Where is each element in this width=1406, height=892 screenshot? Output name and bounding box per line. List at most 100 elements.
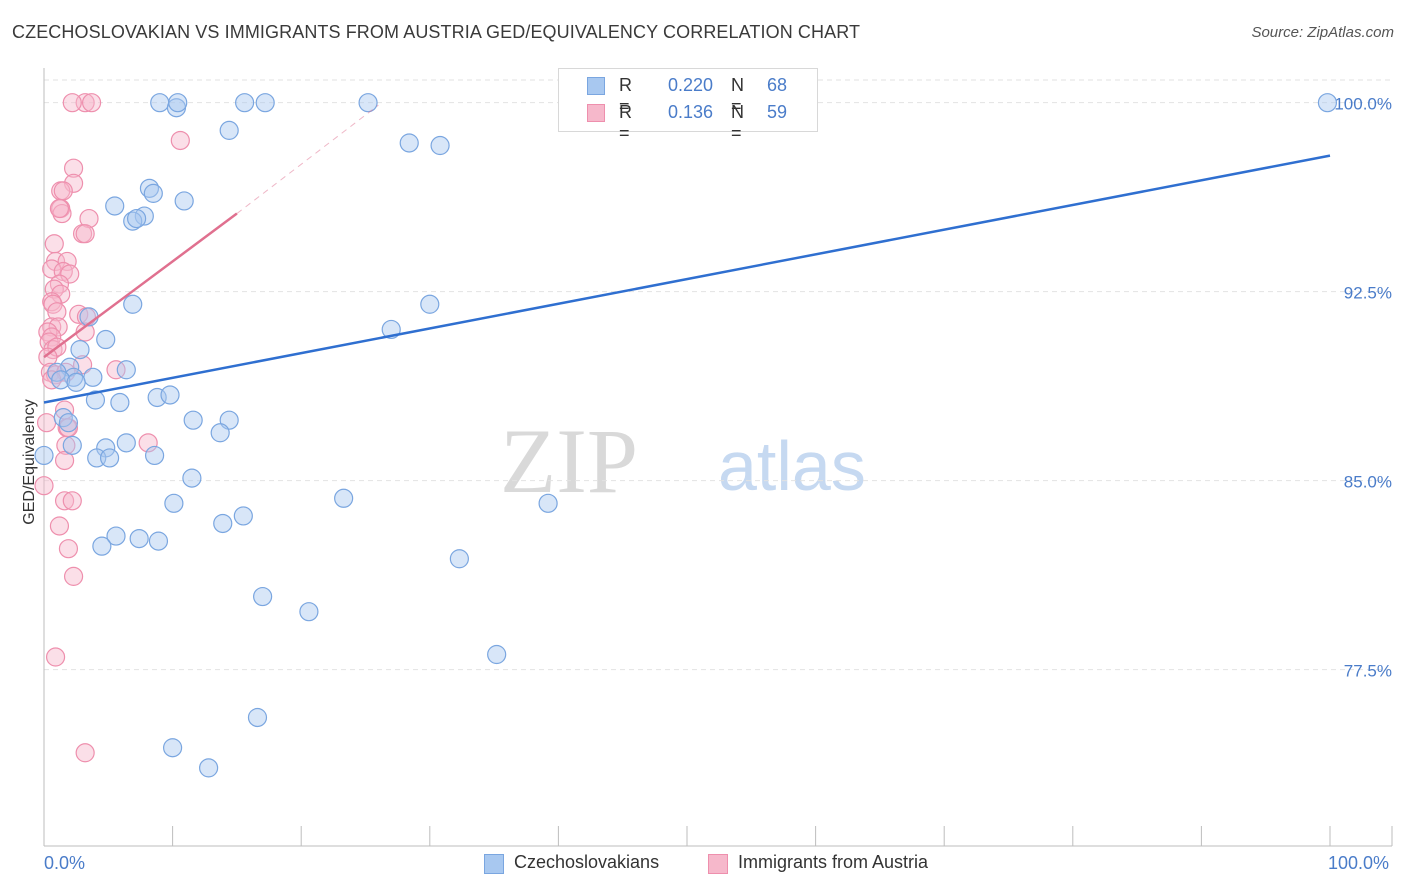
data-point: [253, 586, 273, 607]
axes: [43, 68, 1393, 847]
y-tick-label: 100.0%: [1334, 95, 1392, 114]
legend-swatch-blue: [587, 77, 605, 95]
data-point: [85, 390, 106, 410]
data-point: [247, 707, 268, 728]
data-point: [44, 234, 64, 254]
data-point: [213, 513, 233, 534]
data-point: [51, 370, 71, 390]
legend-n-label: N =: [731, 102, 744, 143]
data-point: [75, 743, 95, 763]
data-point: [233, 506, 253, 526]
data-point: [160, 385, 180, 405]
data-point: [60, 264, 80, 284]
data-point: [92, 536, 112, 556]
data-point: [299, 602, 319, 622]
data-point: [168, 93, 188, 113]
legend-r-value: 0.220: [667, 75, 713, 95]
data-point: [148, 531, 169, 551]
data-point: [106, 360, 126, 380]
data-point: [134, 206, 154, 226]
data-point: [138, 433, 158, 453]
data-point: [126, 208, 147, 229]
data-point: [199, 758, 219, 778]
data-point: [63, 158, 84, 178]
data-point: [49, 198, 70, 219]
data-point: [430, 135, 450, 156]
source-label: Source: ZipAtlas.com: [1251, 24, 1394, 41]
data-point: [116, 433, 136, 453]
data-point: [49, 516, 70, 536]
data-point: [1317, 93, 1338, 113]
legend-r-label: R =: [619, 75, 632, 116]
data-point: [54, 450, 75, 471]
data-point: [105, 196, 125, 216]
data-point: [358, 93, 378, 113]
series-immigrants-austria: [34, 93, 190, 763]
data-point: [52, 203, 72, 224]
legend-n-value: 68: [767, 75, 788, 95]
data-point: [255, 93, 275, 113]
watermark-zip: ZIP: [500, 410, 638, 512]
data-point: [170, 130, 190, 151]
bottom-legend-label: Czechoslovakians: [514, 852, 660, 872]
data-point: [174, 191, 194, 211]
trend-line: [43, 212, 238, 359]
bottom-legend-swatch-pink: [708, 854, 728, 874]
data-point: [36, 413, 57, 433]
legend-swatch-pink: [587, 104, 605, 122]
watermark: ZIP atlas: [500, 410, 866, 512]
data-point: [399, 133, 419, 153]
legend-r-value: 0.136: [667, 102, 713, 122]
data-point: [235, 93, 255, 113]
data-point: [163, 738, 183, 758]
trend-lines: [43, 104, 1331, 404]
data-point: [54, 491, 75, 511]
legend-r-label: R =: [619, 102, 632, 143]
data-point: [62, 93, 82, 113]
data-point: [47, 302, 67, 322]
legend-n-value: 59: [767, 102, 788, 122]
data-point: [96, 329, 116, 350]
data-point: [66, 372, 86, 392]
data-point: [42, 259, 62, 279]
x-axis-min-label: 0.0%: [44, 853, 86, 873]
trend-line: [236, 104, 379, 214]
chart-title: CZECHOSLOVAKIAN VS IMMIGRANTS FROM AUSTR…: [12, 22, 861, 42]
data-point: [182, 468, 202, 488]
data-point: [143, 183, 163, 203]
data-point: [62, 435, 82, 455]
data-point: [40, 362, 61, 382]
series-czechoslovakians: [34, 93, 1338, 778]
data-point: [63, 566, 84, 586]
data-point: [449, 549, 469, 569]
data-point: [83, 367, 103, 387]
data-point: [164, 493, 184, 513]
data-point: [110, 392, 130, 413]
data-point: [58, 539, 79, 559]
data-point: [144, 445, 165, 466]
y-tick-label: 92.5%: [1344, 284, 1392, 303]
data-point: [34, 476, 54, 496]
data-point: [183, 410, 203, 430]
data-point: [57, 251, 77, 272]
data-point: [75, 224, 95, 244]
data-point: [62, 491, 82, 511]
data-point: [70, 340, 90, 360]
data-point: [44, 279, 64, 299]
trend-line: [43, 154, 1331, 404]
data-point: [150, 93, 170, 113]
data-point: [334, 488, 354, 508]
y-tick-label: 77.5%: [1344, 662, 1392, 681]
bottom-legend-label: Immigrants from Austria: [738, 852, 929, 872]
data-point: [58, 413, 79, 433]
data-point: [219, 120, 239, 140]
data-point: [129, 528, 149, 549]
data-point: [487, 644, 507, 665]
y-axis-title: GED/Equivalency: [21, 399, 38, 525]
x-axis-max-label: 100.0%: [1328, 853, 1390, 873]
data-point: [420, 294, 440, 314]
data-point: [56, 435, 76, 455]
data-point: [116, 360, 136, 380]
stats-legend: R = 0.220 N = 68 R = 0.136 N = 59: [558, 68, 818, 143]
